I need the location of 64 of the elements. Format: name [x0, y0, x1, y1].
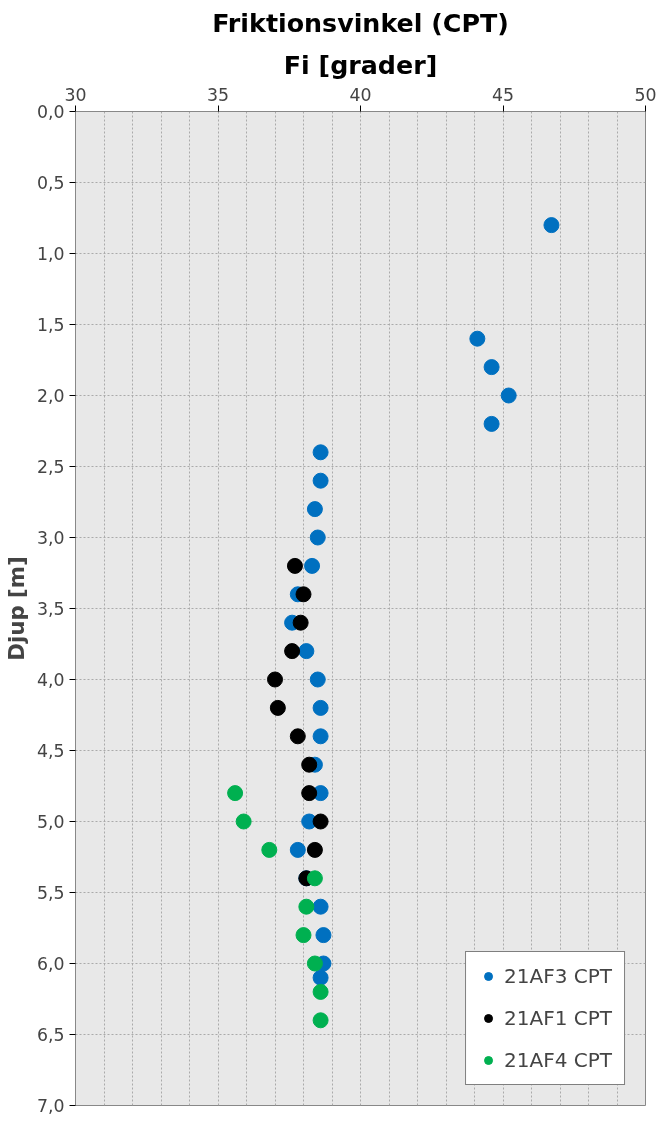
point: [261, 841, 278, 858]
x-tick-label: 35: [206, 84, 230, 105]
y-tick-label: 3,0: [36, 528, 65, 548]
y-tick-label: 2,5: [36, 457, 65, 477]
y-tick-label: 5,0: [36, 812, 65, 832]
point: [312, 898, 329, 915]
point: [267, 671, 283, 688]
legend-label: 21AF1 CPT: [504, 1006, 612, 1030]
point: [306, 501, 323, 518]
y-tick-label: 0,5: [36, 173, 65, 193]
point: [309, 671, 326, 688]
point: [295, 927, 312, 944]
point: [312, 813, 329, 830]
y-tick-label: 6,5: [36, 1025, 65, 1045]
point: [301, 785, 318, 802]
y-tick-label: 2,0: [36, 386, 65, 406]
y-tick-label: 6,0: [36, 954, 65, 974]
point: [304, 557, 321, 574]
point: [306, 870, 323, 887]
point: [227, 785, 244, 802]
x-tick-label: 45: [491, 84, 515, 105]
point: [269, 699, 286, 716]
x-tick-label: 50: [634, 84, 657, 105]
point: [306, 841, 323, 858]
point: [301, 756, 318, 773]
y-tick-label: 4,0: [36, 670, 65, 690]
point: [483, 415, 500, 432]
y-tick-label: 1,5: [36, 315, 65, 335]
point: [284, 643, 301, 660]
point: [312, 1012, 329, 1029]
y-tick-label: 5,5: [36, 883, 65, 903]
y-axis-title: Djup [m]: [3, 556, 29, 661]
legend-label: 21AF4 CPT: [504, 1048, 612, 1072]
point: [298, 643, 315, 660]
chart-title: Friktionsvinkel (CPT): [212, 7, 509, 38]
point: [500, 387, 517, 404]
point: [292, 614, 309, 631]
legend-label: 21AF3 CPT: [504, 964, 612, 988]
point: [289, 841, 306, 858]
point: [286, 557, 303, 574]
point: [295, 586, 312, 603]
y-tick-label: 1,0: [36, 244, 65, 264]
point: [298, 898, 315, 915]
point: [312, 699, 329, 716]
point: [312, 969, 329, 986]
point: [469, 330, 486, 347]
point: [543, 217, 560, 234]
y-tick-label: 3,5: [36, 599, 65, 619]
point: [312, 728, 329, 745]
x-tick-label: 40: [349, 84, 372, 105]
y-tick-label: 4,5: [36, 741, 65, 761]
point: [312, 472, 329, 489]
y-tick-label: 7,0: [36, 1096, 65, 1116]
y-tick-label: 0,0: [36, 102, 65, 122]
point: [483, 359, 500, 376]
x-tick-label: 30: [64, 84, 87, 105]
point: [309, 529, 326, 546]
chart-subtitle: Fi [grader]: [283, 49, 438, 80]
point: [235, 813, 252, 830]
point: [315, 927, 332, 944]
point: [312, 983, 329, 1000]
point: [289, 728, 306, 745]
point: [312, 444, 329, 461]
point: [306, 955, 323, 972]
